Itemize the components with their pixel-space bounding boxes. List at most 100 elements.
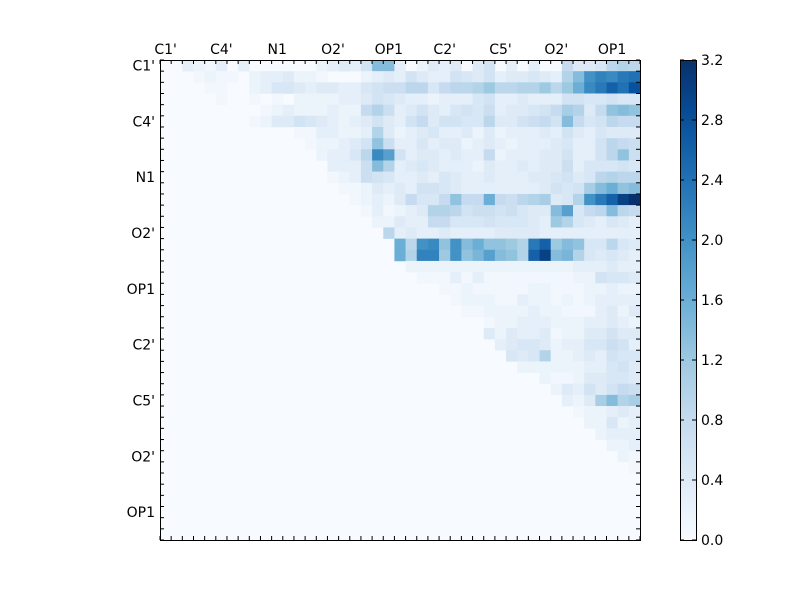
heatmap-cell — [539, 339, 551, 351]
heatmap-cell — [506, 249, 518, 262]
heatmap-cell — [383, 82, 395, 94]
heatmap-cell — [528, 249, 540, 262]
heatmap-cell — [595, 149, 607, 161]
heatmap-cell — [595, 93, 607, 105]
heatmap-cell — [628, 193, 641, 206]
heatmap-cell — [472, 182, 485, 195]
heatmap-cell — [584, 417, 596, 429]
heatmap-cell — [528, 350, 540, 362]
heatmap-cell — [528, 272, 540, 284]
heatmap-cell — [561, 115, 574, 128]
heatmap-cell — [472, 104, 485, 117]
heatmap-cell — [617, 216, 630, 228]
heatmap-cell — [561, 372, 574, 385]
heatmap-cell — [584, 138, 596, 150]
heatmap-cell — [461, 82, 473, 94]
heatmap-cell — [405, 193, 418, 206]
heatmap-cell — [483, 272, 496, 284]
heatmap-cell — [617, 372, 630, 385]
heatmap-cell — [506, 305, 518, 318]
heatmap-cell — [617, 227, 630, 239]
heatmap-cell — [427, 149, 440, 161]
heatmap-cell — [595, 350, 607, 362]
heatmap-cell — [260, 71, 272, 83]
heatmap-cell — [494, 115, 507, 128]
colorbar-tick-label: 1.2 — [701, 353, 723, 369]
heatmap-cell — [305, 71, 317, 83]
heatmap-cell — [517, 205, 529, 217]
heatmap-cell — [595, 104, 607, 117]
y-tick-labels: C1' C4' N1 O2' OP1 C2' C5' O2' OP1 — [127, 59, 155, 521]
heatmap-cell — [439, 60, 451, 72]
heatmap-cell — [305, 104, 317, 117]
heatmap-cell — [427, 82, 440, 94]
heatmap-cell — [561, 149, 574, 161]
heatmap-cell — [494, 260, 507, 273]
heatmap-cell — [628, 461, 641, 474]
heatmap-cell — [394, 60, 406, 72]
heatmap-cell — [450, 249, 462, 262]
heatmap-cell — [595, 182, 607, 195]
heatmap-cell — [573, 71, 585, 83]
heatmap-cell — [528, 205, 540, 217]
heatmap-cell — [483, 182, 496, 195]
heatmap-cell — [528, 182, 540, 195]
heatmap-cell — [528, 71, 540, 83]
heatmap-cell — [550, 316, 563, 329]
heatmap-cell — [182, 60, 194, 72]
heatmap-cell — [550, 260, 563, 273]
heatmap-cell — [483, 115, 496, 128]
heatmap-cell — [561, 316, 574, 329]
heatmap-cell — [327, 126, 339, 139]
heatmap-cell — [617, 394, 630, 407]
heatmap-cell — [494, 327, 507, 340]
heatmap-cell — [517, 216, 529, 228]
heatmap-cell — [338, 182, 351, 195]
heatmap-cell — [628, 171, 641, 184]
heatmap-cell — [528, 82, 540, 94]
heatmap-cell — [439, 205, 451, 217]
heatmap-cell — [383, 193, 395, 206]
heatmap-cell — [528, 361, 540, 373]
heatmap-cell — [573, 60, 585, 72]
heatmap-cell — [494, 82, 507, 94]
heatmap-cell — [439, 216, 451, 228]
heatmap-cell — [472, 171, 485, 184]
heatmap-cell — [405, 93, 418, 105]
heatmap-cell — [360, 82, 373, 94]
heatmap-cell — [249, 82, 261, 94]
heatmap-cell — [349, 160, 362, 172]
heatmap-cell — [215, 82, 228, 94]
heatmap-cell — [193, 71, 205, 83]
heatmap-cell — [573, 82, 585, 94]
heatmap-cell — [606, 428, 618, 440]
heatmap-cell — [305, 93, 317, 105]
heatmap-cell — [450, 272, 462, 284]
heatmap-cell — [517, 294, 529, 306]
heatmap-cell — [450, 171, 462, 184]
heatmap-cell — [561, 60, 574, 72]
x-tick-label: O2' — [544, 42, 568, 58]
heatmap-cell — [606, 294, 618, 306]
heatmap-cell — [573, 305, 585, 318]
heatmap-cell — [584, 93, 596, 105]
heatmap-cell — [528, 115, 540, 128]
heatmap-cell — [494, 272, 507, 284]
heatmap-cell — [561, 327, 574, 340]
heatmap-cell — [584, 238, 596, 251]
heatmap-cell — [561, 260, 574, 273]
heatmap-cell — [472, 126, 485, 139]
heatmap-cell — [494, 227, 507, 239]
heatmap-cell — [506, 205, 518, 217]
heatmap-cell — [517, 305, 529, 318]
heatmap-cell — [528, 104, 540, 117]
heatmap-cell — [483, 205, 496, 217]
heatmap-cell — [461, 260, 473, 273]
heatmap-cell — [483, 238, 496, 251]
heatmap-cell — [628, 82, 641, 94]
heatmap-cell — [617, 327, 630, 340]
heatmap-cell — [416, 216, 429, 228]
heatmap-cell — [561, 138, 574, 150]
heatmap-cell — [472, 260, 485, 273]
heatmap-cell — [517, 182, 529, 195]
